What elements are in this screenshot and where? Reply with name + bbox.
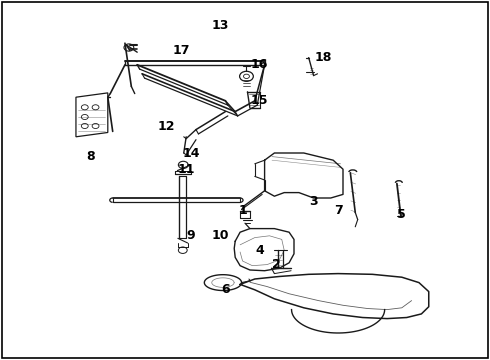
Text: 17: 17 bbox=[172, 44, 190, 57]
Text: 3: 3 bbox=[309, 195, 318, 208]
Text: 11: 11 bbox=[177, 163, 195, 176]
Text: 5: 5 bbox=[397, 208, 406, 221]
Text: 2: 2 bbox=[272, 258, 281, 271]
Text: 13: 13 bbox=[212, 19, 229, 32]
Text: 8: 8 bbox=[86, 150, 95, 163]
Text: 12: 12 bbox=[158, 120, 175, 132]
Text: 15: 15 bbox=[251, 94, 269, 107]
Text: 14: 14 bbox=[182, 147, 200, 159]
Text: 16: 16 bbox=[251, 58, 269, 71]
Text: 7: 7 bbox=[334, 204, 343, 217]
Text: 9: 9 bbox=[187, 229, 196, 242]
Text: 10: 10 bbox=[212, 229, 229, 242]
Text: 18: 18 bbox=[315, 51, 332, 64]
Text: 1: 1 bbox=[238, 204, 247, 217]
Text: 4: 4 bbox=[255, 244, 264, 257]
Text: 6: 6 bbox=[221, 283, 230, 296]
